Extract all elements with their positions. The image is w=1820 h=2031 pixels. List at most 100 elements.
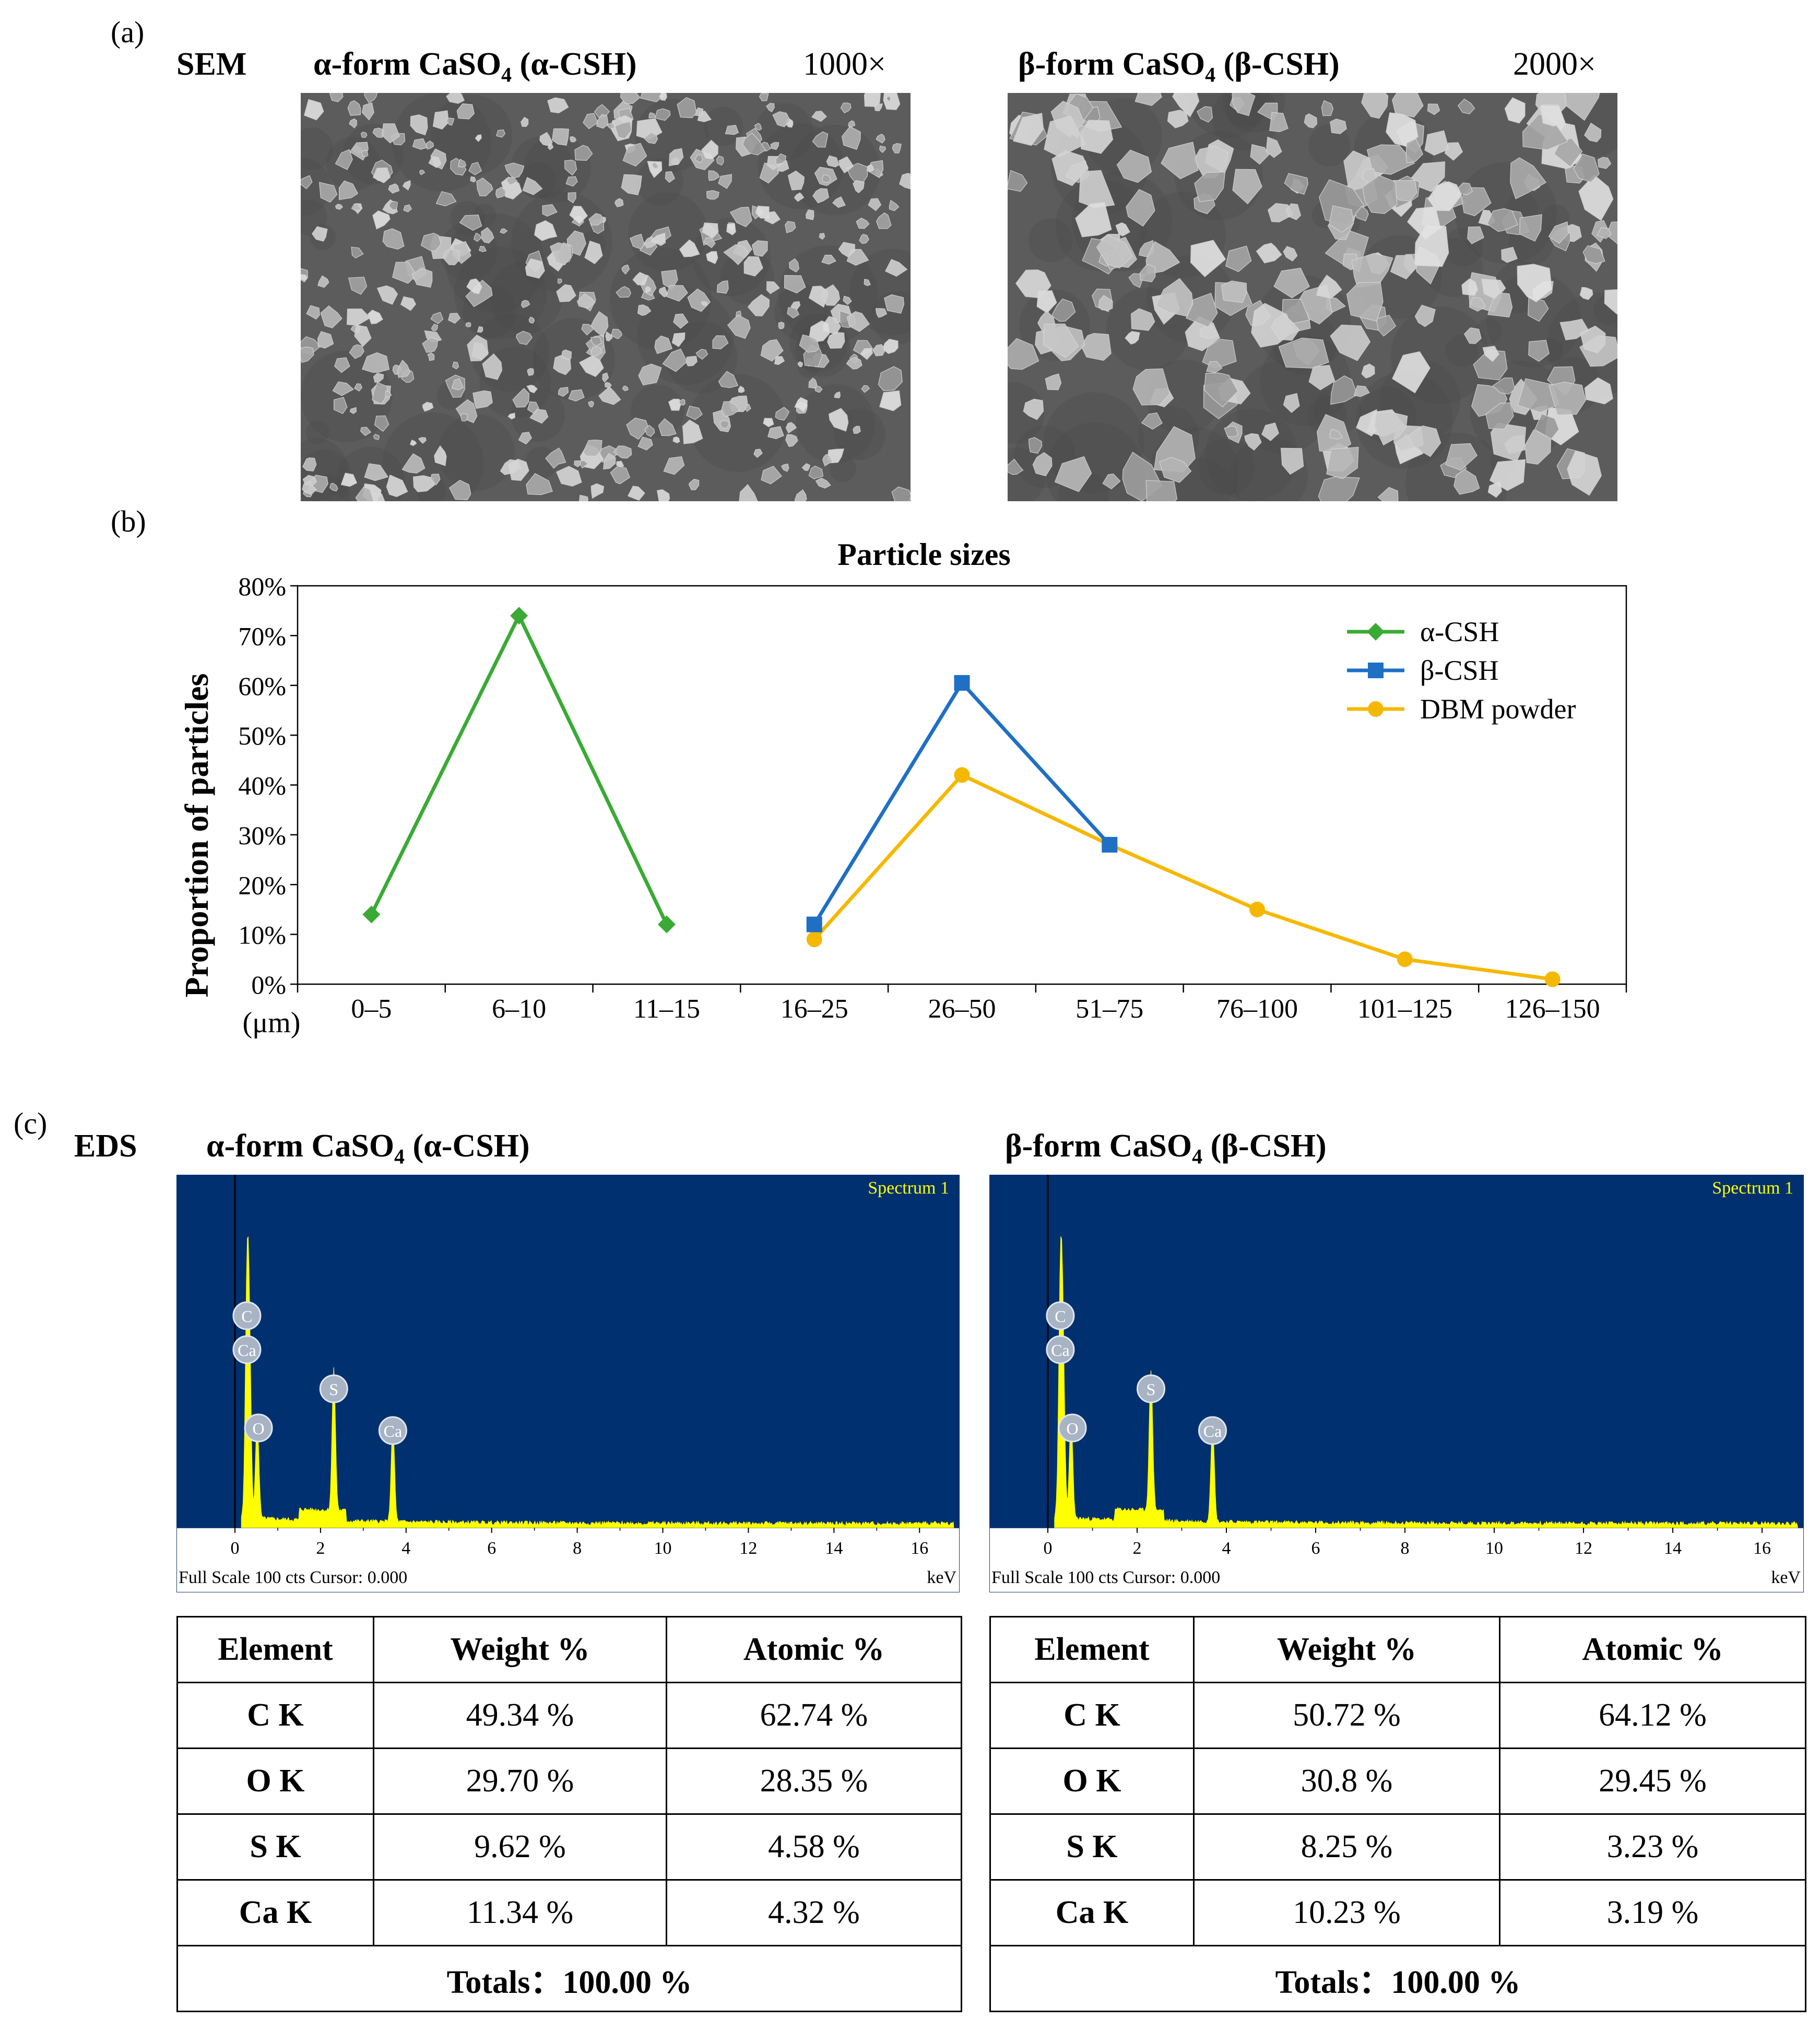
table-row: S K 9.62 % 4.58 % xyxy=(176,1813,962,1881)
y-tick-label: 60% xyxy=(238,671,286,701)
sem-left-magnification: 1000× xyxy=(803,46,886,82)
eds-left-title: α-form CaSO4 (α-CSH) xyxy=(206,1128,530,1168)
particle-size-chart: Particle sizes Proportion of particles (… xyxy=(178,538,1627,1039)
data-point-series-0 xyxy=(362,905,381,924)
legend-swatch-marker xyxy=(1368,663,1384,678)
eds-table-alpha: Element Weight % Atomic % C K 49.34 % 62… xyxy=(176,1616,962,2012)
spectrum-footer: Full Scale 100 cts Cursor: 0.000 xyxy=(179,1568,407,1587)
legend-label: α-CSH xyxy=(1420,616,1499,647)
weight-cell: 8.25 % xyxy=(1193,1813,1500,1881)
element-cell: S K xyxy=(176,1813,374,1881)
y-tick-label: 10% xyxy=(238,920,286,950)
spectrum-x-tick-label: 10 xyxy=(1485,1539,1503,1558)
chart-x-axis-label: (μm) xyxy=(243,1007,301,1039)
x-tick-label: 51–75 xyxy=(1076,994,1143,1024)
atomic-cell: 3.19 % xyxy=(1499,1879,1806,1946)
eds-right-title: β-form CaSO4 (β-CSH) xyxy=(1005,1128,1327,1168)
weight-cell: 50.72 % xyxy=(1193,1682,1500,1749)
spectrum-plot-bg xyxy=(176,1175,960,1528)
table-row: O K 29.70 % 28.35 % xyxy=(176,1747,962,1815)
svg-text:Ca: Ca xyxy=(1051,1341,1070,1360)
y-tick-label: 20% xyxy=(238,870,286,900)
svg-text:Ca: Ca xyxy=(1203,1422,1222,1440)
spectrum-x-tick-label: 8 xyxy=(573,1539,582,1558)
x-tick-label: 126–150 xyxy=(1505,994,1600,1024)
eds-table-beta: Element Weight % Atomic % C K 50.72 % 64… xyxy=(989,1616,1806,2012)
weight-cell: 11.34 % xyxy=(373,1879,667,1946)
atomic-cell: 29.45 % xyxy=(1499,1747,1806,1815)
panel-b-label: (b) xyxy=(111,504,146,538)
spectrum-trace xyxy=(1054,1236,1799,1528)
eds-spectrum-alpha: Spectrum 1 C Ca O S Ca 0 2 4 6 8 10 12 14 16 Full Scale… xyxy=(176,1175,960,1592)
svg-text:S: S xyxy=(329,1380,338,1399)
atomic-cell: 4.58 % xyxy=(666,1813,962,1881)
table-header-element: Element xyxy=(176,1616,374,1683)
y-tick-label: 40% xyxy=(238,771,286,800)
legend-label: β-CSH xyxy=(1420,655,1499,686)
element-cell: C K xyxy=(176,1682,374,1749)
spectrum-x-tick-label: 12 xyxy=(739,1539,757,1558)
spectrum-x-tick-label: 6 xyxy=(1311,1539,1320,1558)
x-tick-label: 6–10 xyxy=(492,994,546,1024)
spectrum-footer: Full Scale 100 cts Cursor: 0.000 xyxy=(991,1568,1220,1587)
x-tick-label: 16–25 xyxy=(781,994,848,1024)
sem-right-magnification: 2000× xyxy=(1513,46,1596,82)
data-point-series-0 xyxy=(657,915,676,934)
chart-title: Particle sizes xyxy=(837,538,1011,572)
spectrum-unit: keV xyxy=(1771,1568,1801,1587)
table-row: S K 8.25 % 3.23 % xyxy=(989,1813,1806,1881)
x-tick-label: 76–100 xyxy=(1216,994,1298,1024)
weight-cell: 30.8 % xyxy=(1193,1747,1500,1815)
x-tick-label: 11–15 xyxy=(633,994,700,1024)
series-line-2 xyxy=(813,773,1553,981)
series-line-0 xyxy=(370,613,669,926)
table-header-atomic: Atomic % xyxy=(1499,1616,1806,1683)
x-tick-label: 26–50 xyxy=(928,994,996,1024)
sem-image-beta xyxy=(1008,93,1617,501)
weight-cell: 49.34 % xyxy=(373,1682,667,1749)
table-row: Ca K 10.23 % 3.19 % xyxy=(989,1879,1806,1946)
spectrum-axis-bg xyxy=(989,1527,1804,1592)
data-point-series-1 xyxy=(1102,836,1118,853)
sem-image-alpha xyxy=(301,93,911,501)
atomic-cell: 4.32 % xyxy=(666,1879,962,1946)
spectrum-x-tick-label: 6 xyxy=(487,1539,496,1558)
peak-label-Ca: Ca xyxy=(232,1335,262,1364)
table-header-element: Element xyxy=(989,1616,1195,1683)
data-point-series-0 xyxy=(510,607,528,625)
peak-label-Ca: Ca xyxy=(378,1416,407,1445)
data-point-series-2 xyxy=(954,767,970,783)
table-header-weight: Weight % xyxy=(1193,1616,1500,1683)
eds-spectrum-beta: Spectrum 1 C Ca O S Ca 0 2 4 6 8 10 12 14 16 Full Scale… xyxy=(989,1175,1804,1592)
table-header-weight: Weight % xyxy=(373,1616,667,1683)
svg-text:O: O xyxy=(1066,1419,1078,1438)
data-point-series-2 xyxy=(806,931,822,948)
peak-label-C: C xyxy=(232,1301,262,1330)
peak-label-O: O xyxy=(1058,1413,1087,1443)
data-point-series-1 xyxy=(806,916,822,932)
table-row: C K 50.72 % 64.12 % xyxy=(989,1682,1806,1749)
data-point-series-2 xyxy=(1397,951,1413,967)
element-cell: C K xyxy=(989,1682,1195,1749)
spectrum-x-tick-label: 0 xyxy=(231,1539,240,1558)
element-cell: O K xyxy=(989,1747,1195,1815)
table-row: C K 49.34 % 62.74 % xyxy=(176,1682,962,1749)
spectrum-x-tick-label: 16 xyxy=(1753,1539,1771,1558)
spectrum-unit: keV xyxy=(927,1568,956,1587)
peak-label-C: C xyxy=(1046,1301,1075,1330)
sem-left-title: α-form CaSO4 (α-CSH) xyxy=(313,46,637,87)
chart-y-axis-label: Proportion of particles xyxy=(178,674,215,998)
spectrum-x-tick-label: 8 xyxy=(1401,1539,1410,1558)
x-tick-label: 101–125 xyxy=(1357,994,1452,1024)
y-tick-label: 50% xyxy=(238,721,286,750)
spectrum-x-tick-label: 4 xyxy=(1222,1539,1231,1558)
svg-text:C: C xyxy=(1055,1307,1066,1326)
spectrum-x-tick-label: 2 xyxy=(316,1539,325,1558)
svg-text:Ca: Ca xyxy=(238,1341,256,1360)
peak-label-O: O xyxy=(244,1413,273,1443)
y-tick-label: 80% xyxy=(238,572,286,601)
atomic-cell: 64.12 % xyxy=(1499,1682,1806,1749)
weight-cell: 9.62 % xyxy=(373,1813,667,1881)
spectrum-trace xyxy=(241,1236,954,1528)
spectrum-x-tick-label: 2 xyxy=(1133,1539,1142,1558)
